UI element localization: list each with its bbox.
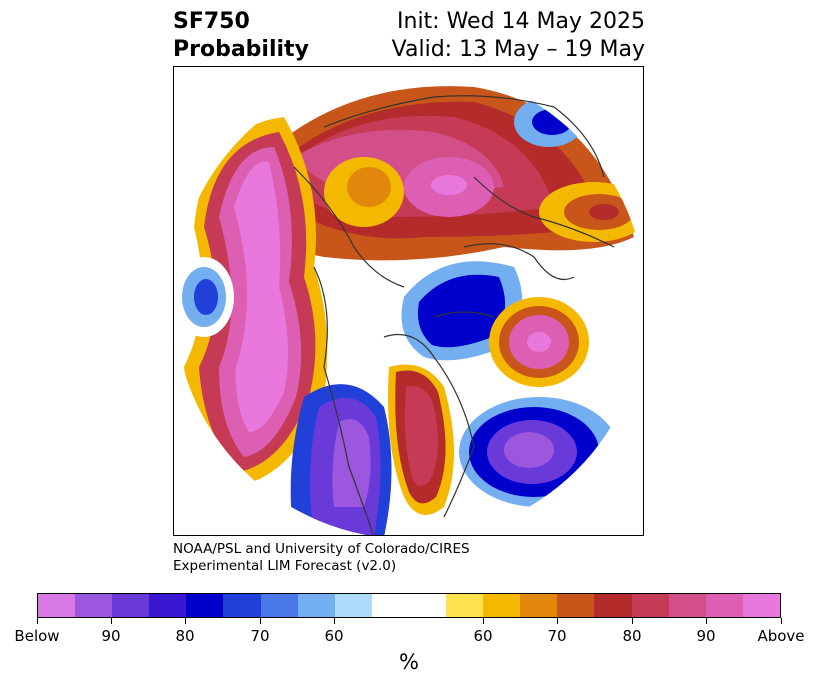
valid-range: Valid: 13 May – 19 May [391, 37, 645, 62]
colorbar-tick [333, 618, 335, 624]
colorbar-swatch [223, 594, 261, 617]
title-quantity: Probability [173, 37, 309, 62]
colorbar-tick [705, 618, 707, 624]
colorbar-swatch [594, 594, 632, 617]
colorbar [37, 593, 781, 618]
colorbar-swatch [742, 594, 780, 617]
colorbar-swatch [668, 594, 706, 617]
colorbar-swatch [557, 594, 595, 617]
colorbar-tick [36, 618, 38, 624]
colorbar-swatch [38, 594, 76, 617]
colorbar-swatch [483, 594, 521, 617]
colorbar-swatch [186, 594, 224, 617]
colorbar-swatch [112, 594, 150, 617]
colorbar-tick-label: 80 [622, 627, 642, 645]
colorbar-swatch [334, 594, 372, 617]
colorbar-swatch [705, 594, 743, 617]
colorbar-tick [556, 618, 558, 624]
colorbar-tick-label: 60 [324, 627, 344, 645]
init-date: Init: Wed 14 May 2025 [397, 9, 645, 34]
colorbar-tick [631, 618, 633, 624]
credits-line1: NOAA/PSL and University of Colorado/CIRE… [173, 541, 470, 557]
colorbar-swatch [631, 594, 669, 617]
probability-map [174, 67, 643, 535]
colorbar-tick-label: 60 [473, 627, 493, 645]
colorbar-tick [259, 618, 261, 624]
colorbar-swatch [408, 594, 447, 617]
colorbar-swatch [520, 594, 558, 617]
coastlines [293, 95, 615, 535]
colorbar-tick-label: 90 [101, 627, 121, 645]
colorbar-tick-label: 70 [547, 627, 567, 645]
colorbar-swatch [260, 594, 298, 617]
colorbar-swatch [446, 594, 484, 617]
colorbar-tick [110, 618, 112, 624]
colorbar-tick-label: 90 [696, 627, 716, 645]
colorbar-tick-label: Below [14, 627, 60, 645]
colorbar-unit: % [399, 650, 419, 674]
credits-line2: Experimental LIM Forecast (v2.0) [173, 558, 397, 574]
colorbar-tick [482, 618, 484, 624]
map-title: SF750 Probability [173, 8, 309, 64]
credits: NOAA/PSL and University of Colorado/CIRE… [173, 541, 470, 575]
title-variable: SF750 [173, 9, 250, 34]
colorbar-tick [184, 618, 186, 624]
colorbar-swatch [75, 594, 113, 617]
colorbar-swatch [297, 594, 335, 617]
colorbar-swatch [149, 594, 187, 617]
colorbar-tick-label: 70 [250, 627, 270, 645]
map-dates: Init: Wed 14 May 2025 Valid: 13 May – 19… [392, 8, 645, 64]
colorbar-tick-label: 80 [175, 627, 195, 645]
colorbar-tick [780, 618, 782, 624]
map-panel [173, 66, 644, 536]
hemisphere-field [174, 67, 643, 535]
colorbar-tick-label: Above [757, 627, 805, 645]
colorbar-swatch [371, 594, 409, 617]
